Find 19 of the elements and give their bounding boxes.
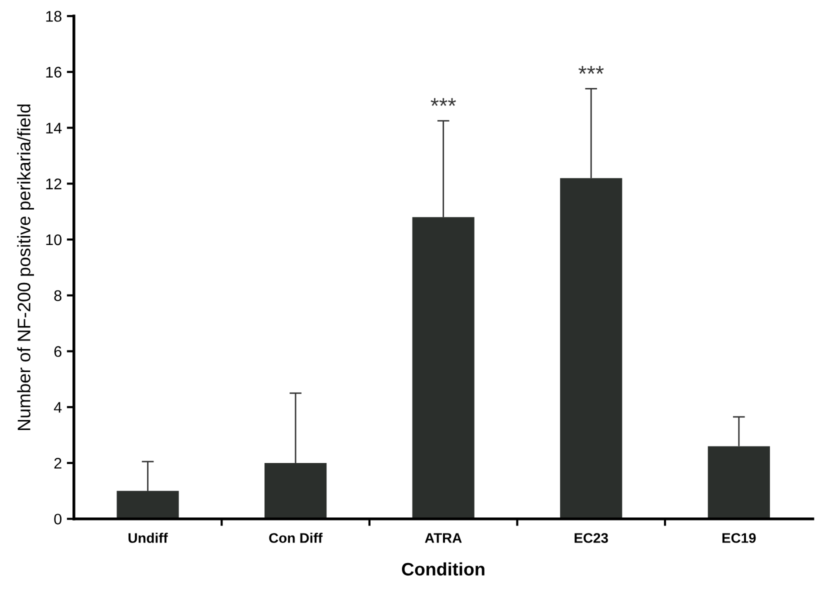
x-tick-label: Con Diff xyxy=(269,532,323,543)
y-tick-label: 6 xyxy=(54,346,62,357)
y-tick-label: 16 xyxy=(46,66,62,78)
x-axis-title: Condition xyxy=(402,562,484,576)
y-tick-label: 14 xyxy=(46,122,62,134)
y-tick-label: 10 xyxy=(46,234,62,246)
annotation: *** xyxy=(430,98,456,106)
y-axis-title: Number of NF-200 positive perikaria/field xyxy=(17,104,34,430)
x-tick-label: EC23 xyxy=(574,533,608,543)
y-tick-label: 4 xyxy=(54,402,62,413)
y-tick-label: 0 xyxy=(54,514,62,525)
y-tick-label: 2 xyxy=(54,458,62,469)
x-tick-label: EC19 xyxy=(722,533,756,543)
y-tick-label: 18 xyxy=(46,10,62,22)
x-tick-label: Undiff xyxy=(128,532,168,543)
y-tick-label: 12 xyxy=(46,178,62,190)
x-tick-label: ATRA xyxy=(424,533,462,543)
y-tick-label: 8 xyxy=(54,290,62,302)
annotation: *** xyxy=(578,66,604,74)
